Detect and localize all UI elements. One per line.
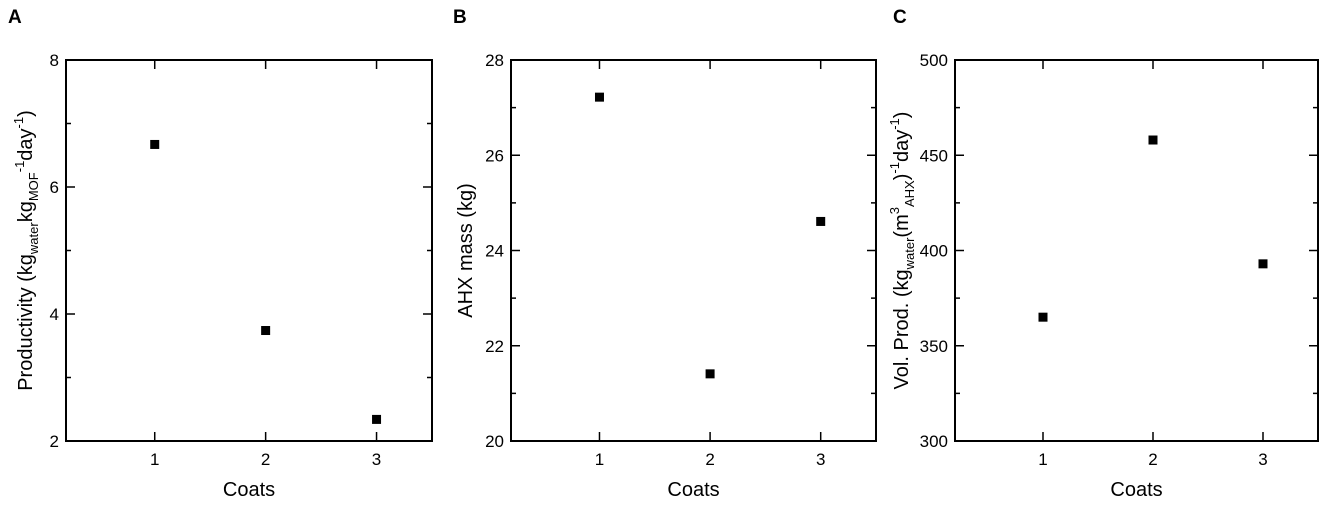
y-label-main: AHX mass (kg) [455, 183, 477, 317]
y-axis-label: AHX mass (kg) [455, 183, 477, 317]
plot-frame [954, 59, 1319, 442]
y-tick-label: 22 [485, 337, 504, 356]
y-label-sup4: -1 [887, 118, 902, 130]
y-tick-label: 26 [485, 146, 504, 165]
y-tick-label: 300 [920, 432, 948, 451]
y-tick-label: 24 [485, 242, 504, 261]
y-label-mid1: (m [891, 214, 913, 237]
x-tick-label: 3 [816, 450, 825, 469]
y-tick-label: 4 [50, 305, 59, 324]
y-label-end: ) [891, 174, 913, 181]
plot-frame [510, 59, 877, 442]
x-axis-label: Coats [667, 479, 719, 501]
y-label-sup3: -1 [11, 117, 26, 129]
x-tick-label: 3 [372, 450, 381, 469]
y-label-mid1: kg [15, 201, 37, 222]
panel-c: C 1 2 3 300 350 400 450 500 Coats Vol. Prod. (kgwa… [887, 7, 1319, 501]
data-point [594, 92, 604, 102]
y-label-sub1: water [26, 222, 41, 255]
y-label-end2: day [891, 130, 913, 162]
data-point [1148, 135, 1158, 145]
y-axis-label: Productivity (kgwaterkgMOF-1day-1) [11, 110, 41, 391]
plot-frame [65, 59, 433, 442]
x-axis-label: Coats [223, 479, 275, 501]
y-label-sub2: MOF [26, 172, 41, 201]
y-tick-label: 400 [920, 242, 948, 261]
y-tick-label: 2 [50, 432, 59, 451]
panel-b: B 1 2 3 20 22 24 26 28 Coats AHX mass (kg) [453, 7, 877, 501]
data-point [1038, 312, 1048, 322]
y-label-sub2: AHX [902, 180, 917, 207]
y-label-end: day [15, 128, 37, 160]
y-label-sub1: water [902, 237, 917, 270]
y-axis-label: Vol. Prod. (kgwater(m3AHX)-1day-1) [887, 112, 917, 390]
y-label-sup2: 3 [887, 207, 902, 214]
x-tick-label: 3 [1258, 450, 1267, 469]
data-point [372, 414, 382, 424]
data-point [705, 369, 715, 379]
y-tick-label: 8 [50, 51, 59, 70]
y-label-main: Vol. Prod. (kg [891, 269, 913, 389]
y-tick-label: 350 [920, 337, 948, 356]
data-point [261, 326, 271, 336]
y-tick-label: 450 [920, 146, 948, 165]
x-tick-label: 1 [595, 450, 604, 469]
x-tick-label: 1 [1038, 450, 1047, 469]
panel-letter: C [893, 7, 907, 28]
y-label-main: Productivity (kg [15, 254, 37, 391]
x-tick-label: 2 [261, 450, 270, 469]
y-label-sup3: -1 [887, 162, 902, 174]
x-tick-label: 1 [150, 450, 159, 469]
y-label-close: ) [15, 110, 37, 117]
y-tick-label: 6 [50, 178, 59, 197]
y-label-close: ) [891, 112, 913, 119]
panel-letter: A [8, 7, 22, 28]
y-tick-label: 20 [485, 432, 504, 451]
data-point [1258, 259, 1268, 269]
y-tick-label: 28 [485, 51, 504, 70]
data-point [150, 139, 160, 149]
y-label-sup2: -1 [12, 161, 27, 173]
x-axis-label: Coats [1110, 479, 1162, 501]
x-tick-label: 2 [705, 450, 714, 469]
panel-letter: B [453, 7, 467, 28]
data-point [816, 216, 826, 226]
x-tick-label: 2 [1148, 450, 1157, 469]
y-tick-label: 500 [920, 51, 948, 70]
